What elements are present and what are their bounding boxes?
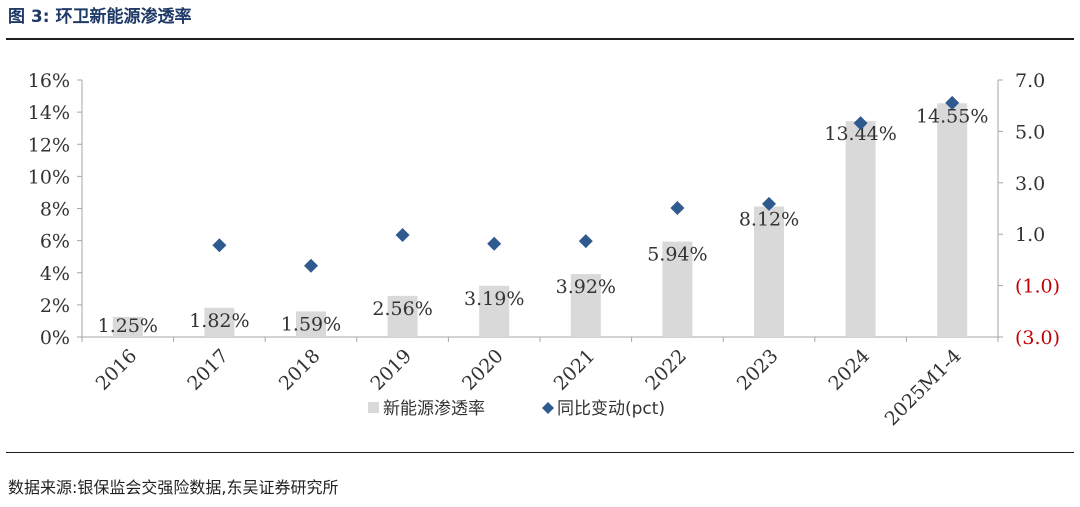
bar-data-label: 2.56% [372,298,432,320]
legend-marker-swatch [542,402,554,414]
marker-series [212,95,960,273]
legend-bar-label: 新能源渗透率 [383,399,485,419]
x-tick-label: 2020 [458,345,508,395]
yoy-marker [853,116,868,131]
right-tick-label: (1.0) [1015,276,1060,298]
bar [845,121,876,338]
x-tick-label: 2017 [183,345,233,395]
left-tick-label: 6% [40,231,70,253]
chart-legend: 新能源渗透率 同比变动(pct) [368,399,665,419]
yoy-marker [304,258,318,273]
bar-data-label: 5.94% [647,244,707,266]
x-tick-label: 2025M1-4 [881,345,966,430]
yoy-marker [762,196,776,211]
bar-data-label: 3.92% [556,276,616,298]
right-tick-label: 5.0 [1015,121,1045,143]
bar [479,285,510,337]
left-tick-label: 8% [40,199,70,221]
bar [112,316,143,337]
bar [570,274,601,337]
yoy-marker [395,227,410,242]
yoy-marker [578,234,593,249]
x-tick-label: 2016 [92,345,142,395]
yoy-marker [945,95,960,110]
right-tick-label: 3.0 [1015,173,1045,195]
figure-title: 图 3: 环卫新能源渗透率 [8,7,192,27]
left-tick-label: 4% [40,263,70,285]
x-tick-label: 2018 [275,345,325,395]
right-tick-label: 1.0 [1015,224,1045,246]
x-tick-label: 2019 [366,345,416,395]
left-axis-ticks: 0% 2% 4% 6% 8% 10% 12% 14% 16% [28,70,82,349]
legend-bar-swatch [368,402,379,413]
legend-marker-label: 同比变动(pct) [557,399,665,419]
bar-data-label: 3.19% [464,288,524,310]
bar [204,307,235,337]
bar [937,103,968,338]
right-axis-ticks: (3.0) (1.0) 1.0 3.0 5.0 7.0 [998,70,1060,349]
x-tick-label: 2023 [733,345,783,395]
x-tick-label: 2021 [550,345,600,395]
bar-data-label: 1.59% [281,313,341,335]
bar [754,206,784,337]
left-tick-label: 14% [28,102,70,124]
left-tick-label: 12% [28,134,70,156]
yoy-marker [670,200,685,215]
bar-data-labels: 1.25% 1.82% 1.59% 2.56% 3.19% 3.92% 5.94% 8.12%… [98,105,989,337]
bar [387,295,418,337]
bar-data-label: 8.12% [739,209,799,231]
x-tick-label: 2024 [824,345,874,395]
left-tick-label: 10% [28,166,70,188]
bar [662,241,693,337]
yoy-marker [487,236,502,251]
right-tick-label: (3.0) [1015,327,1060,349]
source-note: 数据来源:银保监会交强险数据,东吴证券研究所 [8,478,339,497]
right-tick-label: 7.0 [1015,70,1045,92]
bar-series [112,103,968,338]
bar-data-label: 13.44% [824,123,896,145]
yoy-marker [212,238,227,253]
x-tick-label: 2022 [641,345,691,395]
bar [296,311,326,337]
bar-data-label: 1.25% [98,315,158,337]
penetration-chart: 1.25% 1.82% 1.59% 2.56% 3.19% 3.92% 5.94% 8.12%… [28,70,1060,430]
x-axis-ticks: 2016 2017 2018 2019 2020 2021 2022 2023 2024 2025… [81,337,999,430]
bar-data-label: 14.55% [916,105,988,127]
left-tick-label: 2% [40,295,70,317]
bar-data-label: 1.82% [189,310,249,332]
left-tick-label: 16% [28,70,70,92]
left-tick-label: 0% [40,327,70,349]
bottom-rule [6,452,1074,453]
top-rule [6,38,1074,40]
